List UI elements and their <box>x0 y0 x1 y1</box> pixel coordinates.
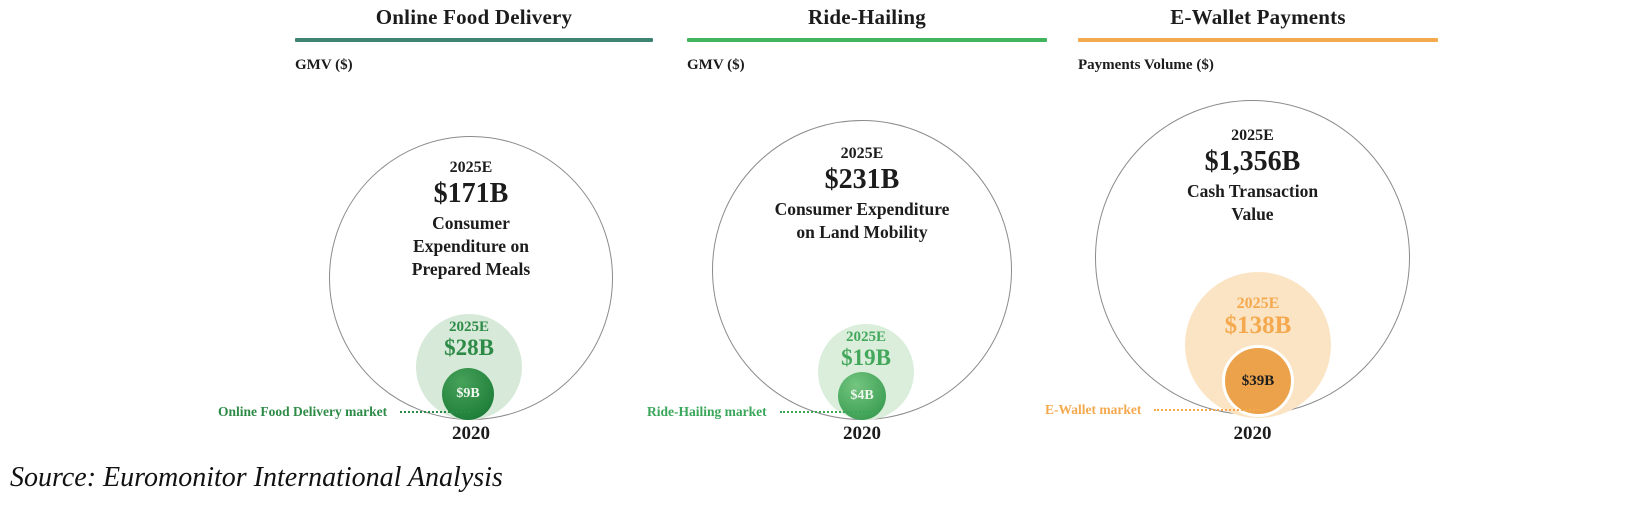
outer-bubble-period: 2025E <box>840 145 884 162</box>
outer-bubble-period: 2025E <box>449 159 493 176</box>
outer-bubble-value: $1,356B <box>1204 146 1301 177</box>
outer-bubble-period: 2025E <box>1231 127 1274 144</box>
mid-bubble-value: $138B <box>1224 312 1292 339</box>
outer-bubble-description: Consumer Expenditure on Land Mobility <box>774 199 950 242</box>
dotted-leader-line <box>1154 409 1263 411</box>
market-callout: Online Food Delivery market <box>218 403 471 421</box>
outer-bubble-description: Consumer Expenditure on Prepared Meals <box>411 213 531 279</box>
mid-bubble-period: 2025E <box>845 329 886 345</box>
dotted-leader-line <box>779 411 872 413</box>
outer-bubble-value: $231B <box>824 164 900 195</box>
mid-bubble: 2025E $19B <box>818 324 914 420</box>
inner-bubble-value: $9B <box>456 386 480 401</box>
metric-label: GMV ($) <box>687 57 745 73</box>
outer-bubble-description: Cash Transaction Value <box>1186 181 1319 224</box>
outer-bubble: 2025E $171B Consumer Expenditure on Prep… <box>329 136 613 420</box>
year-2020-label: 2020 <box>843 423 881 444</box>
market-callout-label: E-Wallet market <box>1045 402 1142 417</box>
title-underline <box>687 38 1047 42</box>
metric-label: Payments Volume ($) <box>1078 57 1214 73</box>
inner-bubble-value: $39B <box>1241 372 1275 389</box>
market-callout: E-Wallet market <box>1045 401 1263 419</box>
market-callout: Ride-Hailing market <box>647 403 872 421</box>
title-underline <box>1078 38 1438 42</box>
title-underline <box>295 38 653 42</box>
year-2020-label: 2020 <box>452 423 490 444</box>
dotted-leader-line <box>400 411 471 413</box>
outer-bubble-value: $171B <box>433 178 509 209</box>
panel-title: Online Food Delivery <box>375 5 573 29</box>
metric-label: GMV ($) <box>295 57 353 73</box>
panel-title: E-Wallet Payments <box>1170 5 1346 29</box>
inner-bubble-value: $4B <box>850 388 874 403</box>
market-callout-label: Online Food Delivery market <box>218 404 388 419</box>
mid-bubble-period: 2025E <box>448 319 489 335</box>
source-note: Source: Euromonitor International Analys… <box>10 462 503 493</box>
year-2020-label: 2020 <box>1233 423 1272 444</box>
inner-bubble: $39B <box>1222 345 1294 417</box>
mid-bubble-value: $28B <box>444 335 494 360</box>
mid-bubble-period: 2025E <box>1236 295 1280 312</box>
mid-bubble-value: $19B <box>841 345 891 370</box>
panel-title: Ride-Hailing <box>808 5 926 29</box>
market-callout-label: Ride-Hailing market <box>647 404 767 419</box>
